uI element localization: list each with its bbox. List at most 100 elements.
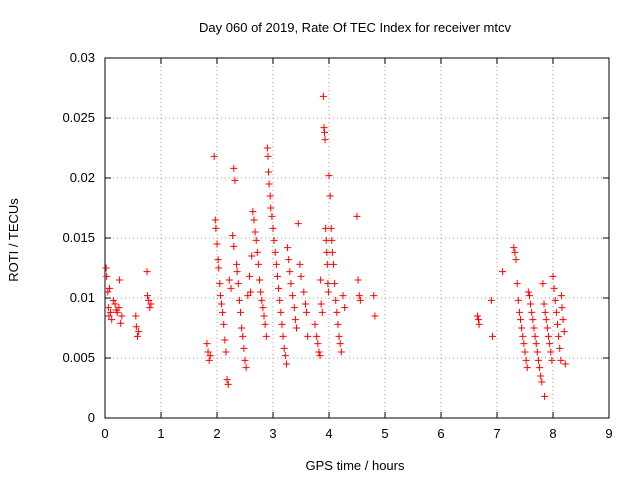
- data-point: [229, 232, 237, 240]
- data-point: [249, 208, 257, 216]
- data-point: [268, 212, 276, 220]
- y-tick-label: 0.01: [70, 290, 95, 305]
- data-point: [147, 300, 155, 308]
- data-point: [212, 224, 220, 232]
- data-point: [315, 348, 323, 356]
- data-point: [520, 340, 528, 348]
- data-point: [254, 260, 262, 268]
- data-point: [548, 356, 556, 364]
- data-point: [329, 260, 337, 268]
- data-point: [515, 308, 523, 316]
- data-point: [528, 308, 536, 316]
- data-point: [557, 356, 565, 364]
- y-tick-label: 0: [88, 410, 95, 425]
- data-points: [102, 92, 569, 400]
- y-tick-label: 0.015: [62, 230, 95, 245]
- data-point: [317, 300, 325, 308]
- data-point: [555, 332, 563, 340]
- data-point: [132, 323, 140, 331]
- data-point: [224, 380, 232, 388]
- data-point: [116, 276, 124, 284]
- data-point: [300, 288, 308, 296]
- data-point: [270, 236, 278, 244]
- data-point: [282, 360, 290, 368]
- data-point: [339, 292, 347, 300]
- data-point: [297, 272, 305, 280]
- data-point: [273, 272, 281, 280]
- data-point: [253, 248, 261, 256]
- data-point: [313, 332, 321, 340]
- data-point: [335, 332, 343, 340]
- data-point: [240, 344, 248, 352]
- data-point: [499, 268, 507, 276]
- data-point: [210, 152, 218, 160]
- data-point: [135, 328, 143, 336]
- data-point: [247, 288, 255, 296]
- data-point: [259, 304, 267, 312]
- data-point: [324, 288, 332, 296]
- data-point: [221, 336, 229, 344]
- data-point: [245, 272, 253, 280]
- data-point: [541, 308, 549, 316]
- data-point: [355, 292, 363, 300]
- data-point: [279, 332, 287, 340]
- data-point: [557, 292, 565, 300]
- data-point: [251, 228, 259, 236]
- data-point: [265, 168, 273, 176]
- data-point: [541, 392, 549, 400]
- data-point: [104, 304, 112, 312]
- data-point: [203, 340, 211, 348]
- data-point: [108, 316, 116, 324]
- data-point: [475, 316, 483, 324]
- data-point: [220, 320, 228, 328]
- data-point: [143, 268, 151, 276]
- data-point: [559, 316, 567, 324]
- data-point: [537, 372, 545, 380]
- data-point: [105, 312, 113, 320]
- data-point: [264, 152, 272, 160]
- data-point: [235, 296, 243, 304]
- data-point: [545, 332, 553, 340]
- y-axis-label: ROTI / TECUs: [6, 198, 21, 282]
- data-point: [239, 332, 247, 340]
- data-point: [257, 288, 265, 296]
- data-point: [551, 296, 559, 304]
- data-point: [337, 348, 345, 356]
- data-point: [205, 356, 213, 364]
- data-point: [530, 324, 538, 332]
- data-point: [514, 296, 522, 304]
- data-point: [546, 340, 554, 348]
- data-point: [219, 308, 227, 316]
- data-point: [109, 296, 117, 304]
- data-point: [281, 352, 289, 360]
- data-point: [475, 320, 483, 328]
- data-point: [244, 292, 252, 300]
- data-point: [233, 260, 241, 268]
- data-point: [222, 348, 230, 356]
- data-point: [230, 242, 238, 250]
- x-tick-label: 9: [605, 426, 612, 441]
- data-point: [261, 320, 269, 328]
- data-point: [311, 320, 319, 328]
- data-point: [323, 260, 331, 268]
- data-point: [280, 344, 288, 352]
- data-point: [301, 300, 309, 308]
- data-point: [105, 284, 113, 292]
- data-point: [267, 204, 275, 212]
- data-point: [527, 300, 535, 308]
- data-point: [318, 308, 326, 316]
- data-point: [276, 296, 284, 304]
- data-point: [117, 319, 125, 327]
- data-point: [550, 284, 558, 292]
- data-point: [225, 276, 233, 284]
- data-point: [216, 280, 224, 288]
- data-point: [241, 356, 249, 364]
- data-point: [234, 280, 242, 288]
- data-point: [284, 244, 292, 252]
- data-point: [242, 364, 250, 372]
- data-point: [319, 92, 327, 100]
- data-point: [525, 292, 533, 300]
- x-tick-label: 3: [269, 426, 276, 441]
- data-point: [145, 296, 153, 304]
